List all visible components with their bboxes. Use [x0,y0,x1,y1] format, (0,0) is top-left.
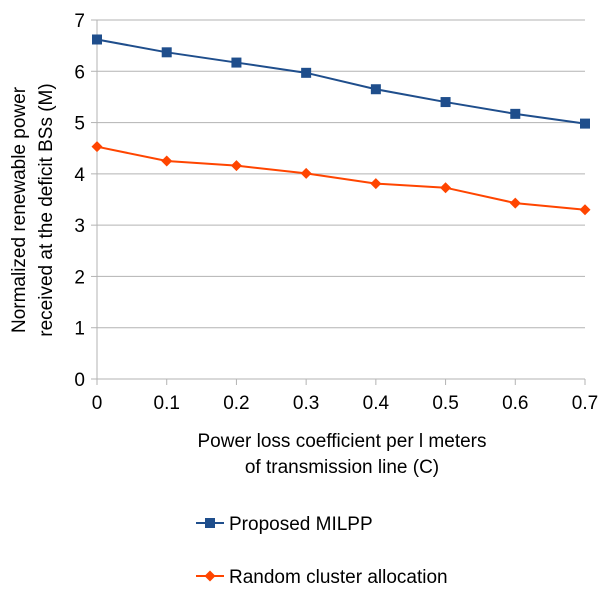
series-1 [92,34,590,129]
x-tick-label: 0.6 [502,393,528,414]
x-tick-label: 0.3 [293,393,319,414]
data-point [230,160,242,172]
x-tick-label: 0.7 [572,393,598,414]
y-tick-labels: 0 1 2 3 4 5 6 7 [74,11,85,391]
x-tick-label: 0.5 [432,393,458,414]
data-point [370,84,381,95]
y-tick-label: 4 [74,165,85,186]
data-point [300,167,312,179]
data-point [92,34,102,45]
x-tick-labels: 0 0.1 0.2 0.3 0.4 0.5 0.6 0.7 [92,393,599,414]
data-point [161,155,173,167]
series-line [96,38,586,125]
grid-lines [97,19,585,329]
y-tick-label: 0 [74,370,85,391]
legend-label: Proposed MILPP [229,514,373,535]
legend-label: Random cluster allocation [229,567,448,588]
square-marker-icon [205,518,215,528]
x-tick-label: 0.4 [363,393,390,414]
diamond-marker-icon [204,570,216,582]
y-tick-label: 3 [74,216,85,237]
data-point [161,47,172,58]
x-axis-label-line2: of transmission line (C) [245,457,439,478]
data-point [231,57,242,68]
data-point [301,67,312,78]
y-tick-label: 5 [74,114,85,135]
y-axis-label-line1: Normalized renewable power [9,86,30,333]
data-point [579,204,591,216]
y-tick-label: 2 [74,267,85,288]
y-tick-label: 6 [74,62,85,83]
x-tick-label: 0 [92,393,103,414]
legend-item-1: Proposed MILPP [196,514,373,535]
y-tick-label: 1 [74,319,85,340]
data-point [510,108,521,119]
x-tick-label: 0.1 [154,393,180,414]
data-point [580,118,590,129]
data-point [370,178,382,190]
axes [91,19,586,385]
series-2 [91,141,591,216]
series-group [91,34,591,216]
y-axis-label-line2: received at the deficit BSs (M) [36,83,57,336]
data-point [440,182,452,194]
x-axis-label-line1: Power loss coefficient per l meters [198,431,487,452]
data-point [91,141,103,153]
y-tick-label: 7 [74,11,85,32]
x-tick-label: 0.2 [223,393,249,414]
data-point [509,197,521,209]
legend-item-2: Random cluster allocation [196,567,448,588]
legend: Proposed MILPP Random cluster allocation [196,514,448,588]
data-point [440,97,451,108]
series-line [96,145,586,211]
